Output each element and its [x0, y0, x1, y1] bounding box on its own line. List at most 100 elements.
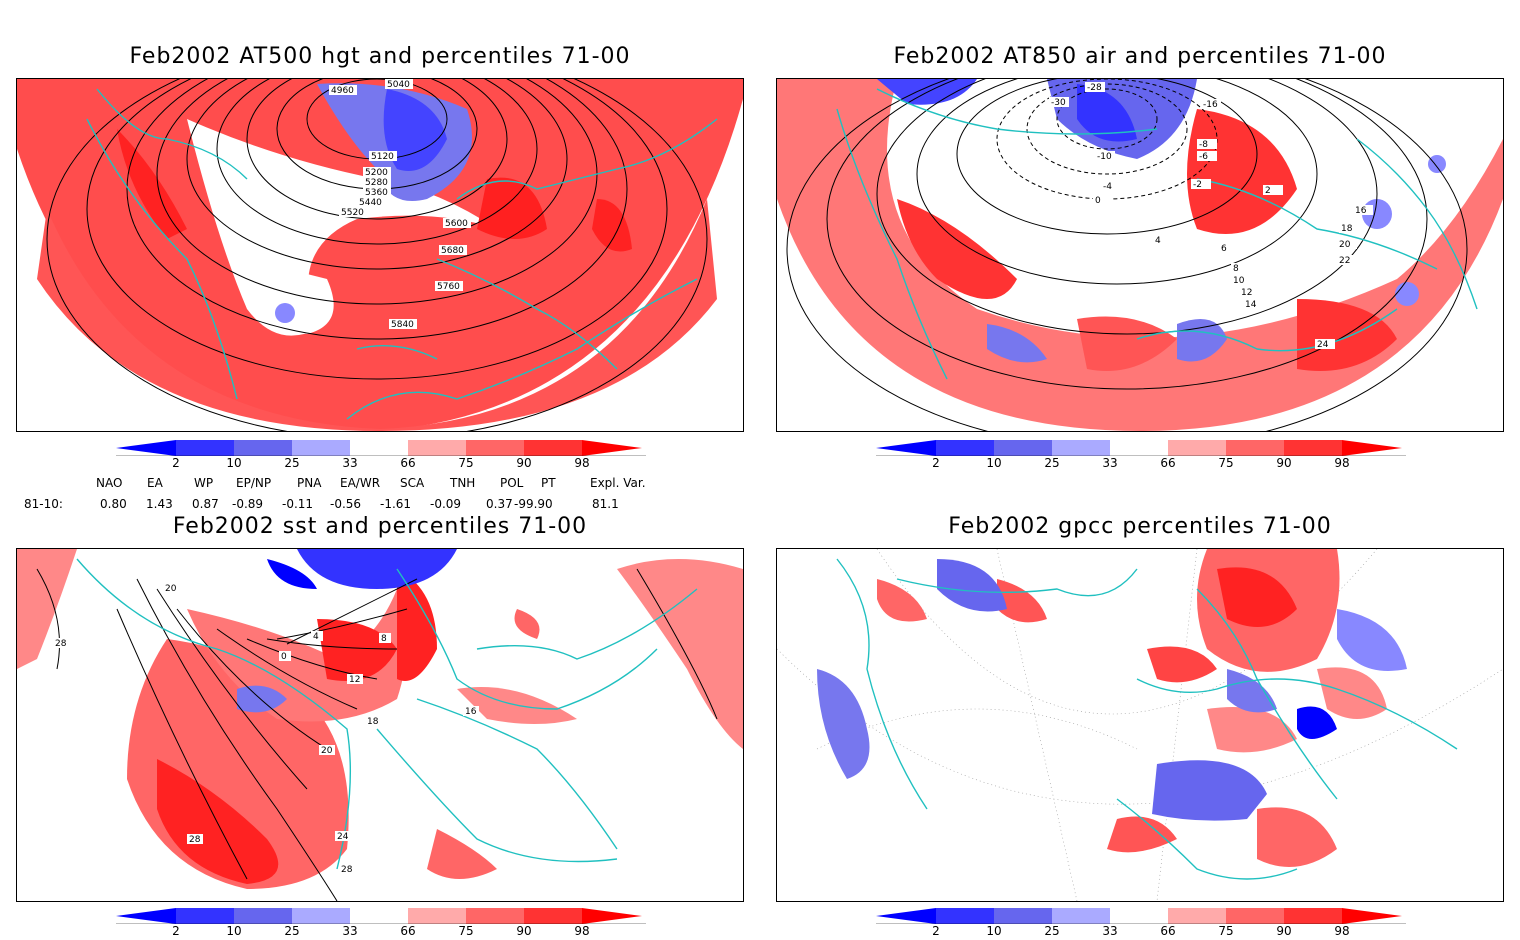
indices-values-row: 81-10: 0.80 1.43 0.87 -0.89 -0.11 -0.56 …: [0, 497, 700, 513]
colorbar-tick: 66: [400, 456, 416, 470]
index-value: -1.61: [380, 497, 412, 511]
colorbar-tick: 25: [284, 924, 300, 938]
index-header: TNH: [450, 476, 476, 490]
colorbar-tick: 2: [932, 924, 940, 938]
index-value: -99.90: [514, 497, 553, 511]
contour-label: 5280: [365, 178, 388, 188]
indices-header-row: NAO EA WP EP/NP PNA EA/WR SCA TNH POL PT…: [0, 476, 700, 492]
colorbar-tick: 66: [400, 924, 416, 938]
index-header: POL: [500, 476, 524, 490]
contour-label: 18: [1341, 224, 1353, 234]
contour-label: 5840: [391, 320, 414, 330]
contour-label: -16: [1203, 100, 1218, 110]
colorbar-3: 2 10 25 33 66 75 90 98: [116, 908, 646, 938]
colorbar-tick: 75: [458, 924, 474, 938]
colorbar-tick: 33: [1102, 924, 1118, 938]
contour-label: 0: [281, 652, 287, 662]
index-row-label: 81-10:: [24, 497, 63, 511]
panel-3-title: Feb2002 sst and percentiles 71-00: [172, 514, 588, 539]
contour-label: 5760: [437, 282, 460, 292]
contour-label: -28: [1087, 83, 1102, 93]
contour-label: 2: [1265, 186, 1271, 196]
contour-label: -2: [1193, 180, 1202, 190]
index-value: -0.09: [430, 497, 462, 511]
panel-4-map: [776, 548, 1504, 902]
contour-label: 12: [1241, 288, 1252, 298]
contour-label: -10: [1097, 152, 1112, 162]
colorbar-tick: 10: [226, 924, 242, 938]
colorbar-tick: 90: [1276, 456, 1292, 470]
contour-label: 5200: [365, 168, 388, 178]
colorbar-tick: 90: [516, 924, 532, 938]
colorbar-tick: 75: [1218, 924, 1234, 938]
colorbar-tick: 25: [284, 456, 300, 470]
contour-label: -8: [1199, 140, 1208, 150]
colorbar-tick: 33: [342, 924, 358, 938]
contour-label: -6: [1199, 152, 1208, 162]
colorbar-tick: 66: [1160, 456, 1176, 470]
colorbar-tick: 2: [932, 456, 940, 470]
panel-4-title: Feb2002 gpcc percentiles 71-00: [948, 514, 1332, 539]
colorbar-tick: 90: [1276, 924, 1292, 938]
sst-percentile-red: [17, 549, 77, 669]
colorbar-tick: 10: [226, 456, 242, 470]
contour-label: 4: [1155, 236, 1161, 246]
colorbar-tick: 98: [574, 924, 590, 938]
contour-label: 5360: [365, 188, 388, 198]
colorbar-tick: 98: [1334, 924, 1350, 938]
contour-label: 14: [1245, 300, 1257, 310]
panel-3-map: 28 20 0 4 8 12 16 18 20 24 28 28: [16, 548, 744, 902]
panel-2-title: Feb2002 AT850 air and percentiles 71-00: [893, 44, 1387, 69]
contour-label: 20: [321, 746, 333, 756]
contour-label: 24: [1317, 340, 1329, 350]
colorbar-2: 2 10 25 33 66 75 90 98: [876, 440, 1406, 470]
colorbar-tick: 90: [516, 456, 532, 470]
colorbar-tick: 2: [172, 924, 180, 938]
index-value: 1.43: [146, 497, 173, 511]
contour-label: -4: [1103, 182, 1112, 192]
contour-label: -30: [1051, 98, 1066, 108]
colorbar-tick: 2: [172, 456, 180, 470]
colorbar-tick: 75: [1218, 456, 1234, 470]
index-value: 81.1: [592, 497, 619, 511]
colorbar-tick: 25: [1044, 456, 1060, 470]
colorbar-tick: 75: [458, 456, 474, 470]
index-header: SCA: [400, 476, 425, 490]
colorbar-tick: 10: [986, 456, 1002, 470]
contour-label: 28: [55, 639, 67, 649]
contour-label: 24: [337, 832, 349, 842]
contour-label: 5600: [445, 219, 468, 229]
contour-label: 12: [349, 675, 360, 685]
contour-label: 10: [1233, 276, 1245, 286]
index-value: -0.56: [330, 497, 362, 511]
colorbar-tick: 66: [1160, 924, 1176, 938]
panel-1-title: Feb2002 AT500 hgt and percentiles 71-00: [129, 44, 631, 69]
panel-1-map: 5040 4960 5120 5200 5280 5360 5440 5520 …: [16, 78, 744, 432]
index-value: -0.11: [282, 497, 314, 511]
colorbar-4: 2 10 25 33 66 75 90 98: [876, 908, 1406, 938]
contour-label: 22: [1339, 256, 1350, 266]
panel-2-map: -28 -30 -16 -10 -8 -6 -4 -2 0 2 4 6 8 10…: [776, 78, 1504, 432]
colorbar-tick: 33: [1102, 456, 1118, 470]
index-header: Expl. Var.: [590, 476, 646, 490]
colorbar-tick: 10: [986, 924, 1002, 938]
index-value: -0.89: [232, 497, 264, 511]
contour-label: 4: [313, 632, 319, 642]
index-header: WP: [194, 476, 214, 490]
contour-label: 5520: [341, 208, 364, 218]
contour-label: 18: [367, 717, 379, 727]
index-header: PNA: [297, 476, 322, 490]
index-header: EA/WR: [340, 476, 381, 490]
contour-label: 5440: [359, 198, 382, 208]
contour-label: 8: [1233, 264, 1239, 274]
index-header: EP/NP: [236, 476, 272, 490]
contour-label: 16: [1355, 206, 1367, 216]
contour-label: 8: [381, 634, 387, 644]
colorbar-tick: 98: [1334, 456, 1350, 470]
colorbar-tick: 33: [342, 456, 358, 470]
index-header: EA: [147, 476, 163, 490]
contour-label: 28: [189, 835, 201, 845]
index-value: 0.37: [486, 497, 513, 511]
colorbar-1: 2 10 25 33 66 75 90 98: [116, 440, 646, 470]
contour-label: 5040: [387, 80, 410, 90]
